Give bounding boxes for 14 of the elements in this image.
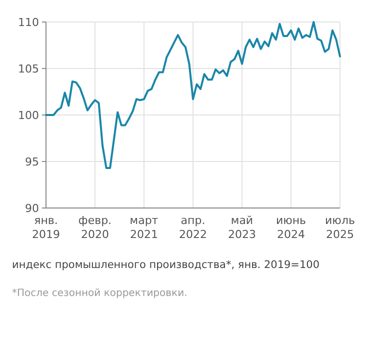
x-tick-label: май 2023 — [228, 214, 256, 241]
x-tick-label: янв. 2019 — [32, 214, 60, 241]
y-tick-label: 105 — [18, 62, 39, 76]
text: индекс промышленного производства*, янв. 2019=100 — [12, 259, 320, 271]
x-tick-label: июль 2025 — [325, 214, 355, 241]
y-tick-label: 95 — [25, 155, 39, 168]
x-tick-label: июнь 2024 — [276, 214, 306, 241]
y-tick-label: 110 — [18, 16, 39, 29]
x-tick-label: апр. 2022 — [179, 214, 207, 241]
x-tick-label: март 2021 — [130, 214, 159, 241]
text: *После сезонной корректировки. — [12, 288, 188, 299]
y-tick-label: 90 — [25, 202, 39, 215]
x-tick-label: февр. 2020 — [78, 214, 112, 241]
y-tick-label: 100 — [18, 108, 39, 122]
